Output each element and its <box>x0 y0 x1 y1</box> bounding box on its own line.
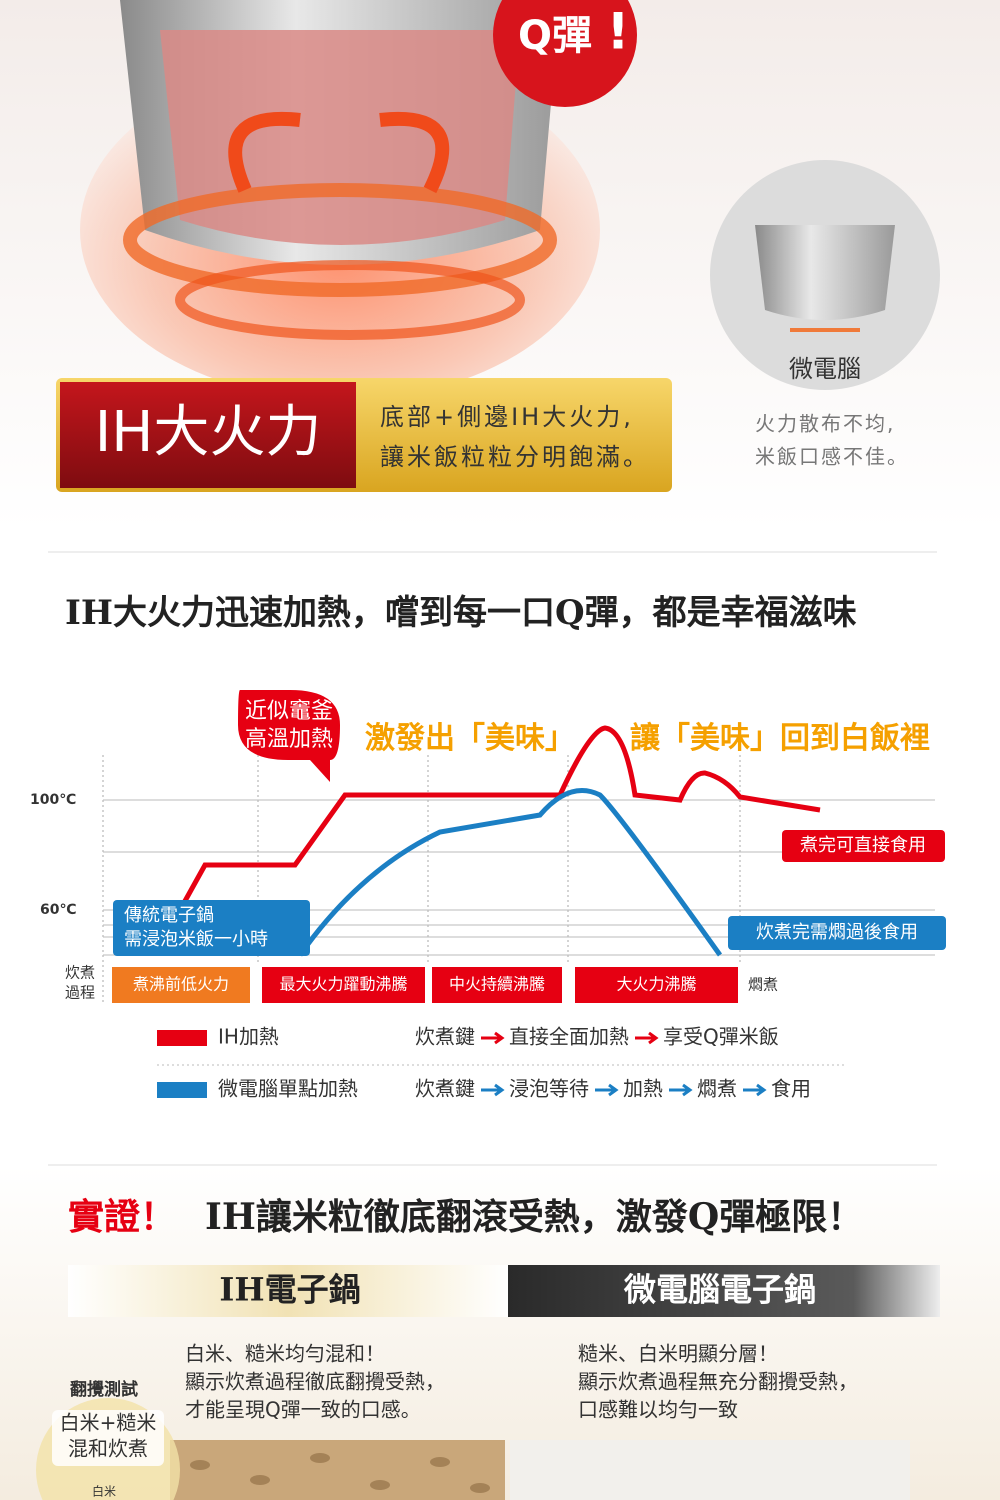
legend-step: 燜煮 <box>697 1077 737 1101</box>
legend-swatch <box>157 1030 207 1046</box>
coil <box>123 183 557 297</box>
legend-arrow <box>481 1031 505 1045</box>
stage-text: 燜煮 <box>748 976 778 994</box>
stage-box <box>112 967 250 1003</box>
legend-arrow <box>635 1031 659 1045</box>
micro-curve <box>297 788 723 957</box>
micro-pot <box>755 225 895 320</box>
q-badge <box>493 0 637 107</box>
badge-text: 混和炊煮 <box>68 1437 148 1461</box>
stage-text: 煮沸前低火力 <box>133 975 229 994</box>
tag-blue-text: 需浸泡米飯一小時 <box>124 929 268 950</box>
ih-text: 顯示炊煮過程徹底翻攪受熱， <box>185 1370 445 1394</box>
q-badge-exclaim: ! <box>607 3 630 61</box>
ih-desc: 讓米飯粒粒分明飽滿。 <box>380 443 650 471</box>
legend-arrow <box>595 1083 619 1097</box>
stage-box <box>262 967 425 1003</box>
stage-text: 中火持續沸騰 <box>449 975 545 994</box>
rice-layered <box>510 1440 910 1500</box>
legend-arrow <box>743 1083 767 1097</box>
legend-step: 直接全面加熱 <box>509 1025 629 1049</box>
rice-label: 白米 <box>92 1484 116 1499</box>
legend-step: 加熱 <box>623 1077 663 1101</box>
bubble-text: 高溫加熱 <box>245 727 333 752</box>
ih-label-box <box>60 382 356 488</box>
stage-box <box>575 967 738 1003</box>
micro-desc: 米飯口感不佳。 <box>755 445 909 469</box>
legend-arrow <box>669 1083 693 1097</box>
legend-arrow <box>481 1083 505 1097</box>
coil <box>175 260 525 340</box>
micro-label: 微電腦 <box>789 355 861 383</box>
arrow <box>228 111 301 193</box>
pot-inside <box>160 30 520 245</box>
legend-step: 浸泡等待 <box>509 1077 589 1101</box>
grid <box>102 755 741 1005</box>
header-micro-text: 微電腦電子鍋 <box>623 1271 816 1309</box>
stage-text: 大火力沸騰 <box>616 975 696 994</box>
tag-red <box>782 830 945 862</box>
tag-blue-text: 炊煮完需燜過後食用 <box>756 922 918 943</box>
legend-swatch <box>157 1082 207 1098</box>
process-label: 過程 <box>65 984 95 1002</box>
stage-box <box>432 967 562 1003</box>
ih-curve <box>177 725 821 912</box>
tag-red-text: 煮完可直接食用 <box>800 835 926 856</box>
arrow <box>379 111 450 194</box>
micro-text: 顯示炊煮過程無充分翻攪受熱， <box>578 1370 858 1394</box>
legend-name: IH加熱 <box>218 1025 279 1049</box>
legend-step: 食用 <box>771 1077 811 1101</box>
ih-label: IH大火力 <box>95 400 322 465</box>
test-label: 翻攪測試 <box>70 1379 138 1400</box>
tag-blue <box>113 900 310 956</box>
badge-text: 白米+糙米 <box>60 1411 157 1435</box>
tag-blue <box>728 916 946 950</box>
stage-text: 最大火力躍動沸騰 <box>279 975 407 994</box>
micro-desc: 火力散布不均, <box>755 412 895 436</box>
tag-blue-text: 傳統電子鍋 <box>124 905 214 926</box>
legend-name: 微電腦單點加熱 <box>218 1077 358 1101</box>
section-title: IH大火力迅速加熱，嚐到每一口Q彈，都是幸福滋味 <box>65 593 857 633</box>
q-badge-text: Q彈 <box>518 13 592 59</box>
phrase: 激發出「美味」 <box>365 721 575 756</box>
rice-texture <box>190 1453 490 1493</box>
process-label: 炊煮 <box>65 964 95 982</box>
y-label: 100℃ <box>30 792 76 808</box>
badge-box <box>52 1410 164 1466</box>
micro-text: 糙米、白米明顯分層！ <box>578 1342 778 1366</box>
y-label: 60℃ <box>40 902 76 918</box>
legend-step: 炊煮鍵 <box>415 1077 475 1101</box>
header-micro <box>508 1265 940 1317</box>
bubble <box>238 690 340 782</box>
ih-desc: 底部+側邊IH大火力, <box>380 403 634 431</box>
section2-title: IH讓米粒徹底翻滾受熱，激發Q彈極限！ <box>205 1196 863 1238</box>
rice-mixed <box>170 1440 505 1500</box>
ih-text: 白米、糙米均勻混和！ <box>185 1342 385 1366</box>
bubble-text: 近似竈釜 <box>245 699 333 724</box>
header-ih <box>68 1265 508 1317</box>
micro-text: 口感難以均勻一致 <box>578 1398 738 1422</box>
phrase: 讓「美味」回到白飯裡 <box>630 721 930 756</box>
section2-prefix: 實證！ <box>68 1196 176 1238</box>
ih-text: 才能呈現Q彈一致的口感。 <box>185 1398 421 1422</box>
legend-step: 享受Q彈米飯 <box>663 1025 779 1049</box>
header-ih-text: IH電子鍋 <box>219 1271 360 1309</box>
legend-step: 炊煮鍵 <box>415 1025 475 1049</box>
